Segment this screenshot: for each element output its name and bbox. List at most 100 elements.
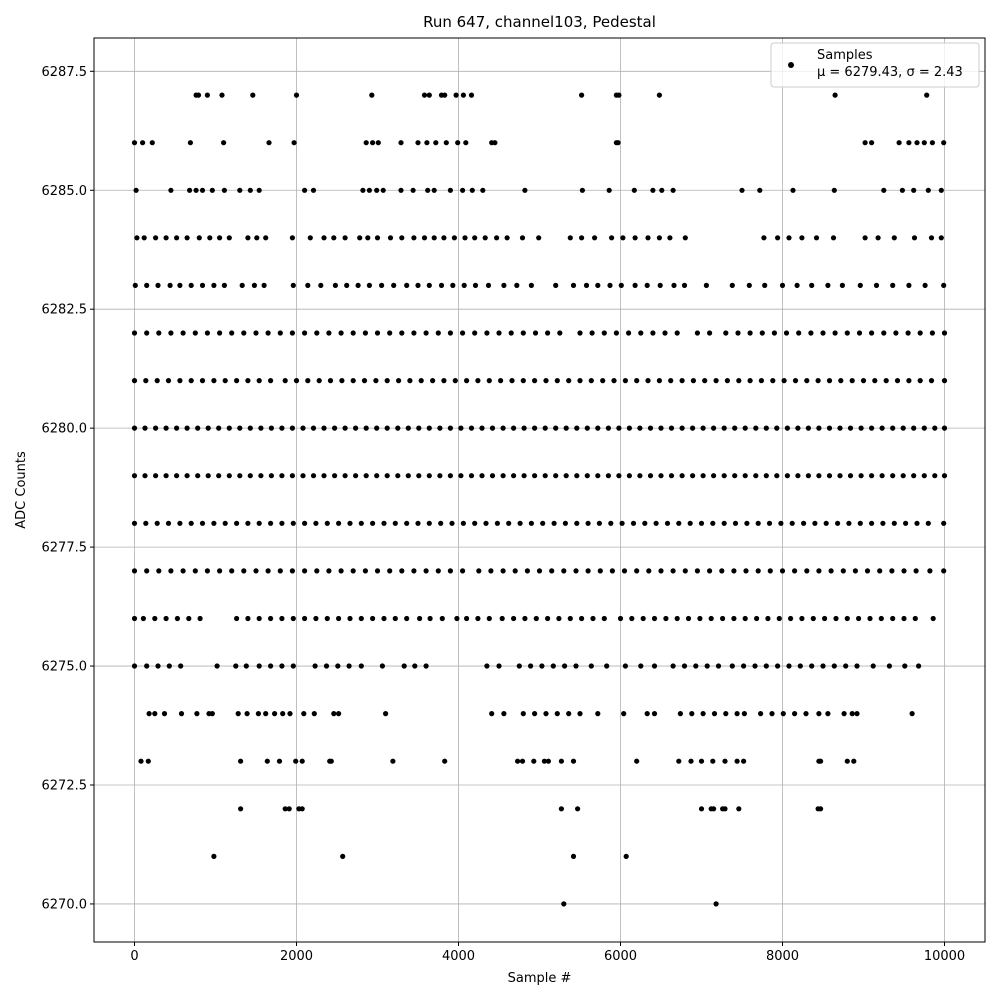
data-point	[194, 711, 200, 717]
data-point	[769, 711, 775, 717]
data-point	[651, 663, 658, 669]
data-point	[851, 758, 857, 764]
data-point	[141, 235, 147, 241]
data-point	[447, 568, 453, 574]
data-point	[543, 711, 549, 717]
data-point	[536, 568, 543, 574]
data-point	[721, 473, 727, 479]
data-point	[640, 615, 646, 622]
data-point	[475, 615, 481, 622]
data-point	[279, 663, 285, 669]
data-point	[256, 663, 262, 669]
data-point	[207, 235, 213, 241]
data-point	[721, 520, 727, 526]
data-point	[881, 330, 887, 336]
data-point	[775, 663, 781, 669]
data-point	[472, 330, 478, 336]
data-point	[902, 663, 908, 669]
data-point	[710, 758, 716, 764]
data-point	[601, 330, 607, 336]
data-point	[606, 187, 612, 193]
data-point	[222, 378, 228, 384]
data-point	[211, 520, 217, 526]
data-point	[399, 330, 405, 336]
data-point	[713, 901, 719, 907]
data-point	[659, 187, 665, 193]
data-point	[528, 520, 535, 526]
data-point	[439, 615, 445, 622]
data-point	[360, 187, 366, 193]
data-point	[799, 235, 805, 241]
data-point	[711, 806, 717, 812]
data-point	[426, 425, 432, 431]
data-point	[188, 282, 194, 288]
data-point	[247, 187, 253, 193]
data-point	[763, 425, 769, 431]
data-point	[290, 615, 296, 622]
data-point	[609, 235, 615, 241]
data-point	[658, 473, 664, 479]
data-point	[282, 378, 288, 384]
data-point	[328, 758, 334, 764]
data-point	[693, 663, 699, 669]
data-point	[387, 568, 393, 574]
data-point	[452, 378, 458, 384]
data-point	[852, 568, 859, 574]
data-point	[758, 711, 764, 717]
data-point	[854, 711, 860, 717]
data-point	[577, 378, 583, 384]
data-point	[346, 663, 352, 669]
data-point	[623, 853, 629, 860]
data-point	[131, 568, 138, 574]
data-point	[411, 235, 417, 241]
data-point	[460, 568, 466, 574]
data-point	[374, 235, 381, 241]
data-point	[541, 758, 548, 764]
data-point	[731, 615, 737, 622]
data-point	[626, 330, 632, 336]
data-point	[234, 378, 240, 384]
data-point	[399, 235, 405, 241]
data-point	[407, 378, 413, 384]
data-point	[539, 663, 545, 669]
data-point	[604, 663, 610, 669]
data-point	[941, 330, 948, 336]
data-point	[864, 568, 871, 574]
data-point	[244, 711, 250, 717]
data-point	[540, 520, 546, 526]
data-point	[731, 568, 737, 574]
data-point	[279, 615, 285, 622]
data-point	[638, 330, 644, 336]
data-point	[221, 187, 227, 193]
data-point	[392, 615, 398, 622]
data-point	[268, 425, 274, 431]
data-point	[423, 568, 429, 574]
data-point	[860, 378, 867, 384]
data-point	[237, 425, 243, 431]
y-tick-label: 6285.0	[42, 184, 88, 199]
data-point	[663, 615, 669, 622]
data-point	[732, 520, 739, 526]
data-point	[786, 663, 792, 669]
data-point	[784, 473, 791, 479]
data-point	[447, 187, 453, 193]
data-point	[338, 568, 344, 574]
data-point	[241, 330, 247, 336]
data-point	[253, 568, 259, 574]
data-point	[595, 473, 601, 479]
data-point	[679, 473, 685, 479]
data-point	[476, 568, 482, 574]
data-point	[435, 330, 441, 336]
data-point	[563, 473, 569, 479]
data-point	[698, 806, 705, 812]
data-point	[896, 140, 902, 146]
data-point	[912, 615, 918, 622]
data-points	[131, 92, 948, 907]
data-point	[724, 378, 731, 384]
data-point	[500, 568, 506, 574]
data-point	[784, 425, 791, 431]
data-point	[219, 92, 225, 98]
data-point	[545, 615, 551, 622]
data-point	[379, 282, 385, 288]
data-point	[708, 615, 714, 622]
